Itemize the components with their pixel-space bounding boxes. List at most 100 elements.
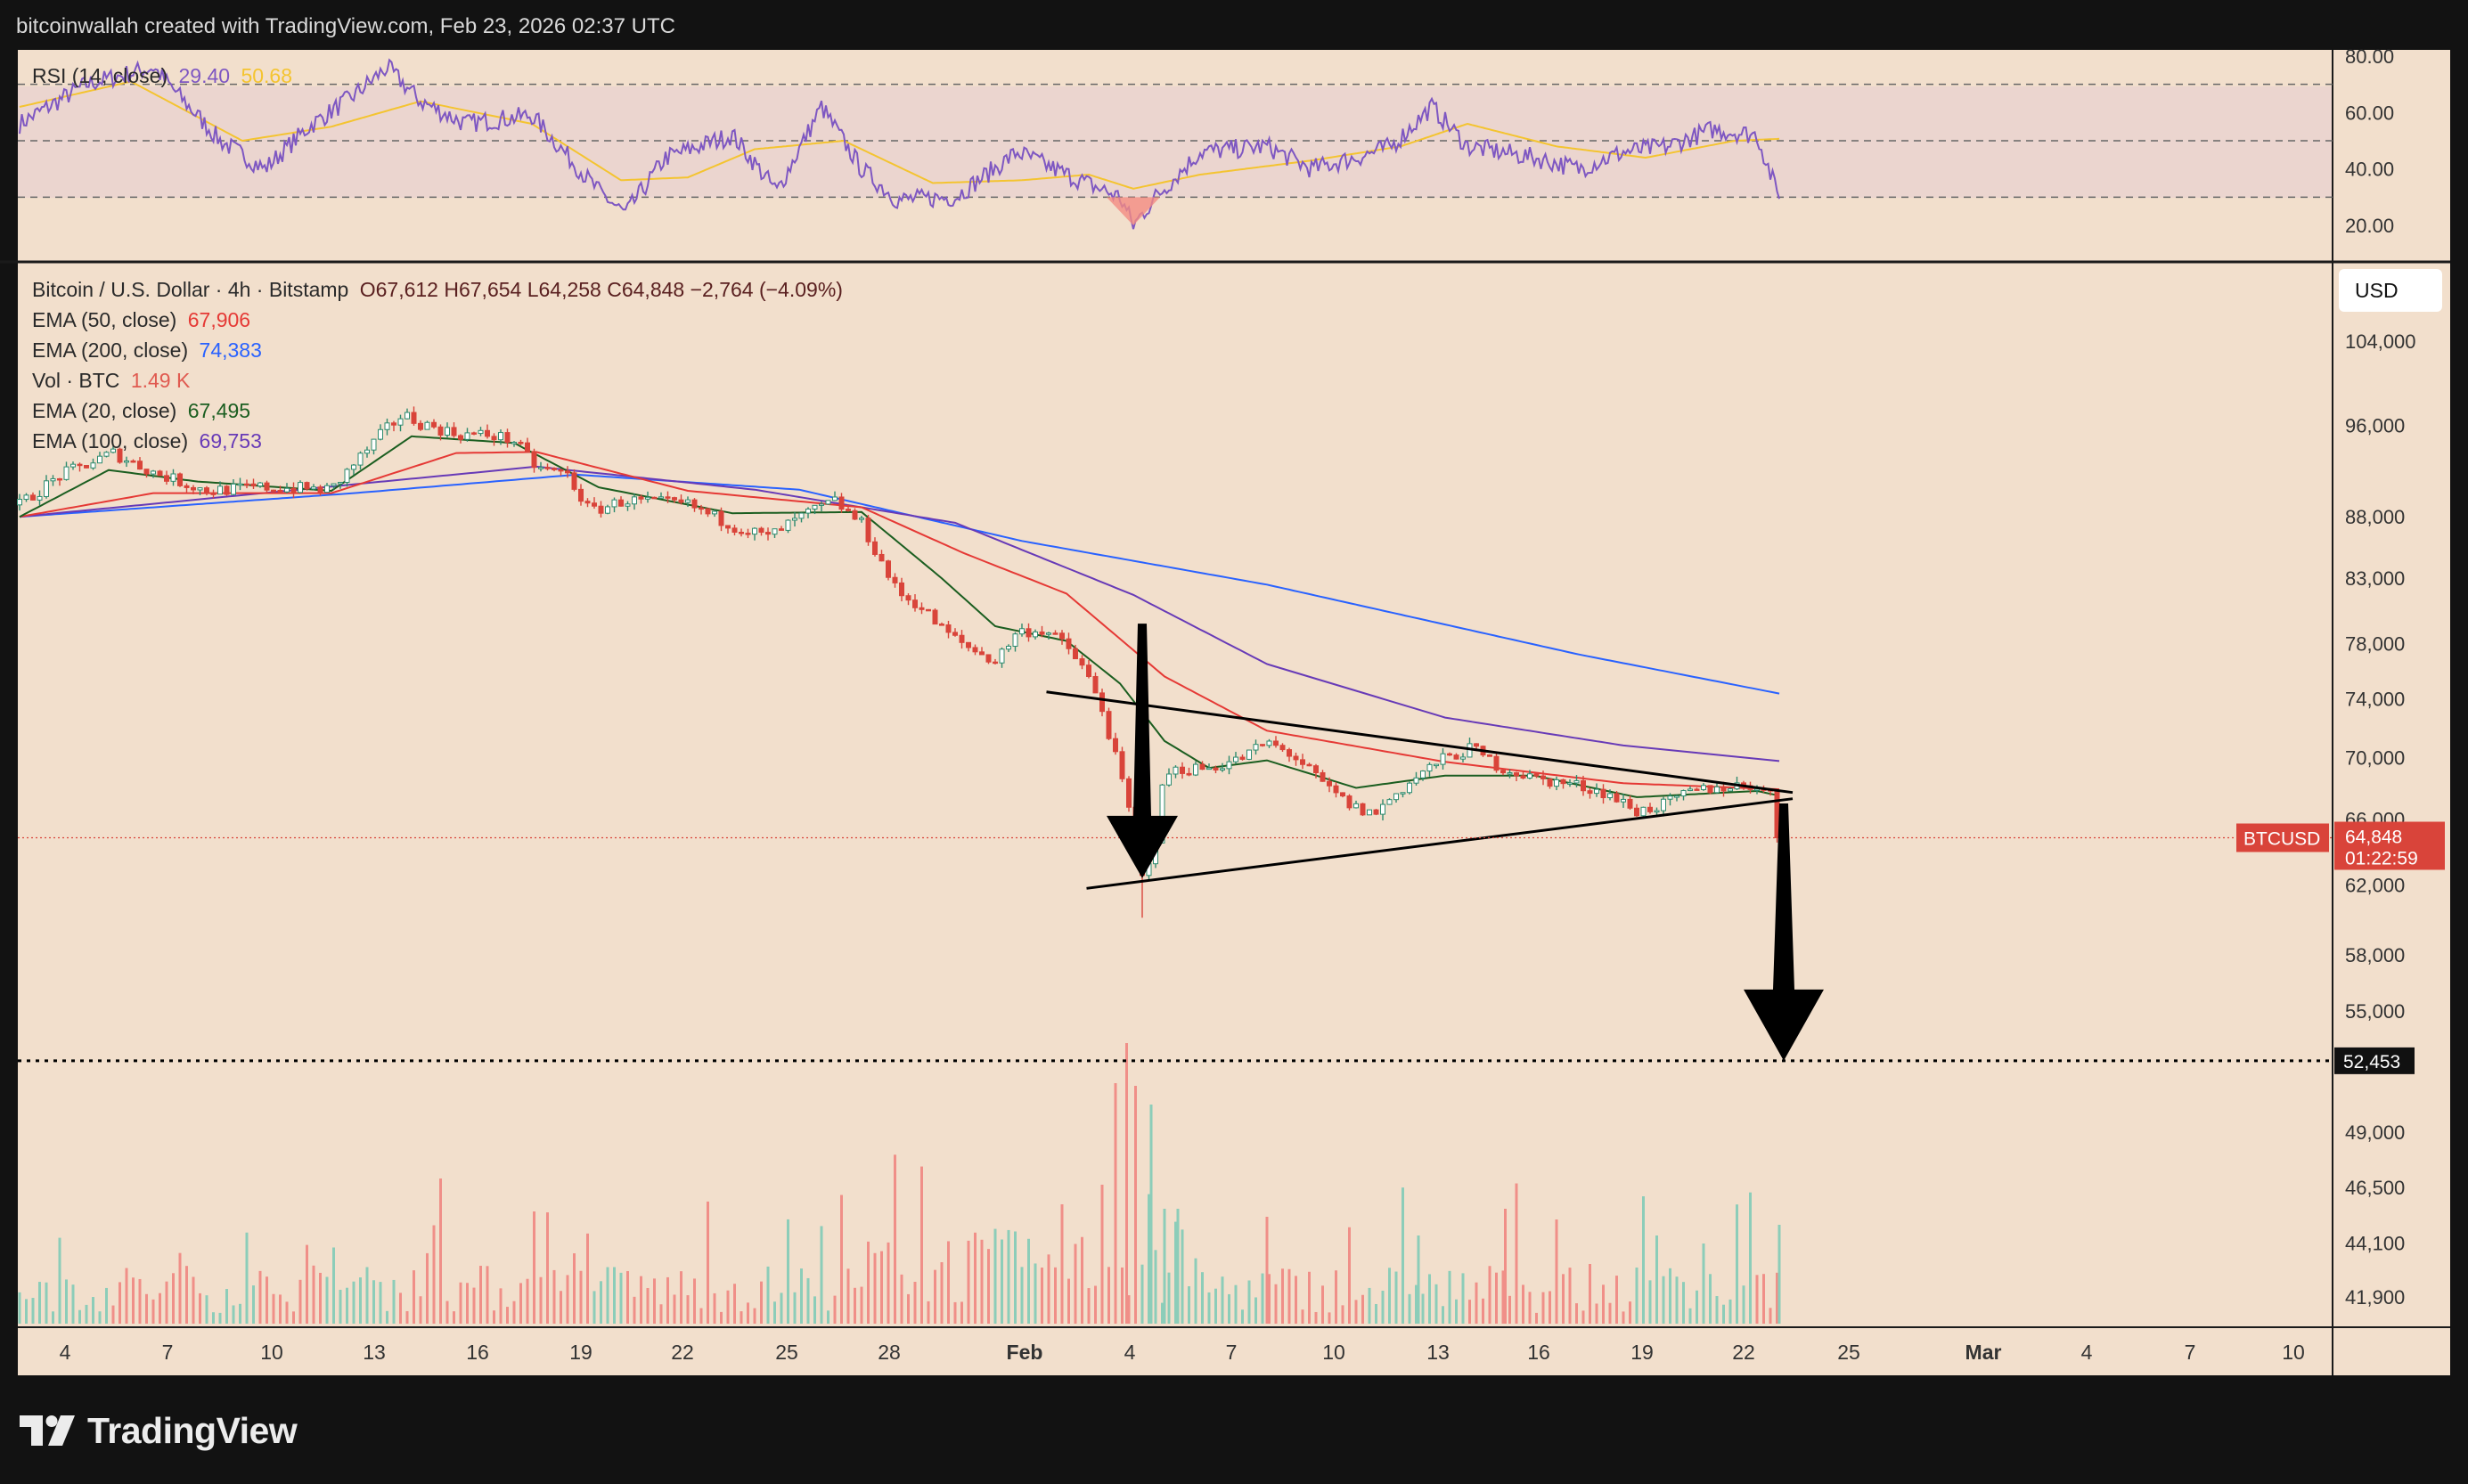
candle-body — [605, 506, 610, 514]
main-panel-background — [18, 263, 2333, 1327]
volume-bar — [887, 1242, 890, 1324]
volume-bar — [1375, 1303, 1377, 1324]
legend-vol[interactable]: Vol · BTC 1.49 K — [32, 369, 195, 393]
candle-body — [899, 582, 904, 597]
candle-body — [371, 438, 377, 451]
legend-symbol: Bitcoin / U.S. Dollar · 4h · Bitstamp — [32, 278, 349, 301]
volume-bar — [1408, 1293, 1411, 1324]
candle-body — [1407, 782, 1412, 794]
candle-body — [1253, 744, 1259, 751]
volume-bar — [747, 1302, 749, 1324]
volume-bar — [212, 1312, 215, 1324]
volume-bar — [1087, 1288, 1091, 1324]
volume-bar — [987, 1249, 990, 1324]
candle-body — [1507, 771, 1513, 775]
candle-body — [651, 496, 658, 500]
volume-bar — [379, 1282, 382, 1324]
candle-body — [785, 519, 791, 531]
legend-ema100[interactable]: EMA (100, close) 69,753 — [32, 429, 267, 453]
candle-body — [678, 499, 684, 503]
candle-body — [1554, 779, 1559, 787]
volume-bar — [453, 1311, 455, 1324]
time-axis-label: 7 — [2185, 1341, 2196, 1364]
volume-bar — [1421, 1293, 1425, 1324]
volume-bar — [18, 1292, 21, 1324]
volume-bar — [1100, 1185, 1104, 1324]
legend-ema200[interactable]: EMA (200, close) 74,383 — [32, 338, 267, 363]
volume-bar — [111, 1305, 115, 1324]
legend-rsi-ma-value: 50.68 — [241, 64, 293, 87]
candle-body — [598, 505, 604, 514]
volume-bar — [680, 1271, 682, 1324]
legend-ema20[interactable]: EMA (20, close) 67,495 — [32, 399, 256, 423]
volume-bar — [392, 1279, 396, 1324]
volume-bar — [165, 1281, 168, 1324]
volume-bar — [1314, 1311, 1318, 1324]
candle-body — [1059, 632, 1065, 640]
volume-bar — [953, 1301, 957, 1324]
volume-bar — [1575, 1303, 1578, 1324]
volume-bar — [1047, 1254, 1050, 1324]
candle-body — [1607, 793, 1613, 799]
time-axis-label: 4 — [2081, 1341, 2093, 1364]
candle-body — [672, 497, 677, 501]
volume-bar — [1415, 1284, 1418, 1324]
volume-bar — [1154, 1250, 1157, 1324]
volume-bar — [780, 1292, 783, 1324]
currency-button[interactable]: USD — [2339, 269, 2442, 312]
volume-bar — [693, 1278, 696, 1324]
candle-body — [798, 512, 805, 519]
candle-body — [632, 496, 637, 505]
volume-bar — [606, 1267, 609, 1324]
candle-body — [257, 482, 263, 487]
candle-body — [1393, 793, 1399, 801]
volume-bar — [1461, 1273, 1465, 1324]
volume-bar — [1114, 1083, 1117, 1324]
candle-body — [511, 441, 517, 444]
volume-bar — [1094, 1285, 1097, 1324]
volume-bar — [405, 1310, 409, 1324]
candle-body — [1654, 810, 1660, 813]
legend-main[interactable]: Bitcoin / U.S. Dollar · 4h · Bitstamp O6… — [32, 278, 848, 302]
candle-body — [197, 487, 203, 491]
volume-bar — [793, 1292, 797, 1324]
candle-body — [531, 451, 537, 469]
volume-bar — [31, 1298, 35, 1324]
triangle-lower-trendline — [1086, 797, 1794, 890]
candle-body — [1614, 793, 1620, 803]
volume-bar — [940, 1262, 944, 1324]
legend-rsi[interactable]: RSI (14, close) 29.40 50.68 — [32, 64, 298, 88]
candle-body — [1434, 763, 1439, 767]
candle-body — [758, 527, 764, 534]
candle-body — [384, 422, 390, 430]
candle-body — [1373, 809, 1379, 815]
legend-ema50[interactable]: EMA (50, close) 67,906 — [32, 308, 256, 332]
volume-bar — [1635, 1267, 1639, 1324]
volume-bar — [600, 1281, 602, 1324]
volume-bar — [920, 1166, 923, 1324]
candle-body — [779, 528, 784, 531]
volume-bar — [118, 1282, 121, 1324]
volume-bar — [566, 1275, 569, 1324]
volume-bar — [626, 1270, 629, 1324]
candle-body — [852, 510, 858, 520]
legend-ema50-label: EMA (50, close) — [32, 308, 177, 331]
volume-bar — [1027, 1238, 1030, 1324]
candle-body — [70, 463, 76, 468]
price-axis-label: 58,000 — [2345, 944, 2405, 966]
volume-bar — [138, 1278, 142, 1324]
candle-body — [184, 485, 190, 488]
candle-body — [338, 481, 343, 485]
volume-bar — [740, 1311, 743, 1324]
candle-body — [397, 418, 404, 426]
candle-body — [625, 503, 631, 507]
volume-bar — [1448, 1270, 1451, 1324]
candle-body — [405, 412, 410, 420]
volume-bar — [1688, 1308, 1692, 1324]
candle-body — [378, 428, 383, 440]
volume-bar — [1148, 1194, 1150, 1324]
volume-bar — [1535, 1312, 1538, 1324]
volume-bar — [1455, 1299, 1458, 1324]
volume-bar — [1060, 1203, 1064, 1324]
